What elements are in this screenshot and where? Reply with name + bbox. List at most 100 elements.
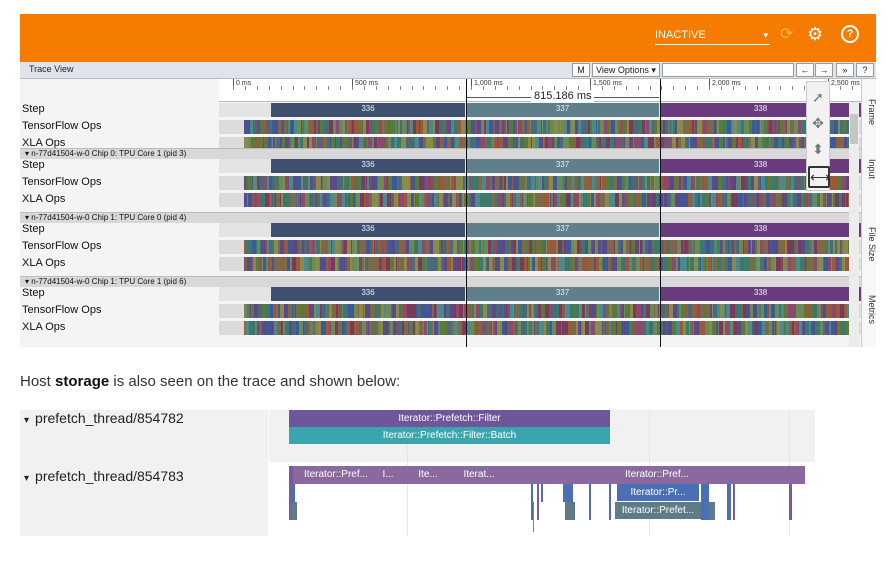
op-slice[interactable]	[654, 176, 655, 190]
op-slice[interactable]	[447, 321, 451, 335]
op-slice[interactable]	[570, 257, 574, 271]
op-slice[interactable]	[516, 137, 518, 151]
op-slice[interactable]	[369, 176, 370, 190]
op-slice[interactable]	[726, 137, 728, 151]
op-slice[interactable]	[592, 176, 595, 190]
op-slice[interactable]	[316, 193, 317, 207]
op-slice[interactable]	[546, 321, 547, 335]
op-slice[interactable]	[770, 137, 774, 151]
op-slice[interactable]	[438, 304, 440, 318]
op-slice[interactable]	[320, 304, 321, 318]
op-slice[interactable]	[338, 321, 342, 335]
op-slice[interactable]	[372, 193, 376, 207]
op-slice[interactable]	[406, 193, 407, 207]
op-slice[interactable]	[642, 120, 645, 134]
op-slice[interactable]	[846, 176, 848, 190]
op-slice[interactable]	[806, 304, 810, 318]
op-slice[interactable]	[468, 257, 470, 271]
op-slice[interactable]	[462, 321, 466, 335]
op-slice[interactable]	[253, 321, 254, 335]
op-slice[interactable]	[330, 240, 331, 254]
op-slice[interactable]	[654, 321, 657, 335]
op-slice[interactable]	[372, 120, 375, 134]
op-slice[interactable]	[697, 120, 701, 134]
op-slice[interactable]	[261, 321, 262, 335]
op-slice[interactable]	[516, 176, 519, 190]
op-slice[interactable]	[392, 304, 396, 318]
op-slice[interactable]	[327, 193, 330, 207]
op-slice[interactable]	[776, 257, 780, 271]
op-slice[interactable]	[345, 321, 347, 335]
op-slice[interactable]	[507, 321, 509, 335]
op-slice[interactable]	[491, 137, 492, 151]
op-slice[interactable]	[461, 257, 462, 271]
op-slice[interactable]	[396, 176, 397, 190]
op-slice[interactable]	[673, 120, 675, 134]
op-slice[interactable]	[476, 304, 477, 318]
op-slice[interactable]	[620, 304, 622, 318]
ops-track[interactable]	[219, 176, 861, 190]
op-slice[interactable]	[631, 176, 632, 190]
op-slice[interactable]	[725, 137, 726, 151]
op-slice[interactable]	[395, 176, 396, 190]
trace-event-strip[interactable]	[701, 484, 709, 520]
op-slice[interactable]	[314, 120, 316, 134]
op-slice[interactable]	[295, 240, 297, 254]
op-slice[interactable]	[429, 193, 432, 207]
op-slice[interactable]	[772, 176, 773, 190]
op-slice[interactable]	[342, 120, 345, 134]
op-slice[interactable]	[576, 137, 580, 151]
op-slice[interactable]	[265, 240, 267, 254]
op-slice[interactable]	[426, 137, 429, 151]
op-slice[interactable]	[513, 193, 515, 207]
op-slice[interactable]	[381, 120, 383, 134]
op-slice[interactable]	[297, 240, 299, 254]
op-slice[interactable]	[603, 240, 607, 254]
collapse-triangle-icon[interactable]: ▾	[24, 473, 30, 484]
op-slice[interactable]	[455, 137, 459, 151]
op-slice[interactable]	[503, 240, 505, 254]
op-slice[interactable]	[584, 193, 588, 207]
op-slice[interactable]	[632, 240, 635, 254]
op-slice[interactable]	[718, 257, 721, 271]
op-slice[interactable]	[772, 193, 776, 207]
op-slice[interactable]	[474, 321, 476, 335]
op-slice[interactable]	[502, 176, 504, 190]
op-slice[interactable]	[306, 304, 309, 318]
op-slice[interactable]	[437, 321, 438, 335]
op-slice[interactable]	[463, 304, 464, 318]
op-slice[interactable]	[801, 193, 804, 207]
op-slice[interactable]	[433, 120, 435, 134]
op-slice[interactable]	[744, 240, 748, 254]
trace-search-input[interactable]	[662, 63, 794, 77]
op-slice[interactable]	[582, 240, 585, 254]
op-slice[interactable]	[255, 321, 257, 335]
op-slice[interactable]	[600, 176, 601, 190]
op-slice[interactable]	[588, 120, 590, 134]
op-slice[interactable]	[683, 240, 684, 254]
op-slice[interactable]	[730, 321, 731, 335]
op-slice[interactable]	[481, 137, 485, 151]
op-slice[interactable]	[356, 193, 360, 207]
op-slice[interactable]	[842, 176, 846, 190]
op-slice[interactable]	[600, 120, 604, 134]
op-slice[interactable]	[322, 176, 323, 190]
op-slice[interactable]	[624, 257, 625, 271]
op-slice[interactable]	[486, 321, 488, 335]
op-slice[interactable]	[402, 240, 406, 254]
op-slice[interactable]	[445, 304, 446, 318]
op-slice[interactable]	[707, 120, 709, 134]
op-slice[interactable]	[698, 176, 699, 190]
op-slice[interactable]	[724, 304, 725, 318]
op-slice[interactable]	[744, 120, 747, 134]
op-slice[interactable]	[612, 304, 613, 318]
op-slice[interactable]	[701, 257, 703, 271]
op-slice[interactable]	[324, 193, 327, 207]
op-slice[interactable]	[322, 304, 326, 318]
op-slice[interactable]	[663, 321, 664, 335]
op-slice[interactable]	[639, 240, 640, 254]
op-slice[interactable]	[323, 257, 325, 271]
op-slice[interactable]	[313, 321, 315, 335]
op-slice[interactable]	[278, 321, 281, 335]
op-slice[interactable]	[528, 193, 529, 207]
